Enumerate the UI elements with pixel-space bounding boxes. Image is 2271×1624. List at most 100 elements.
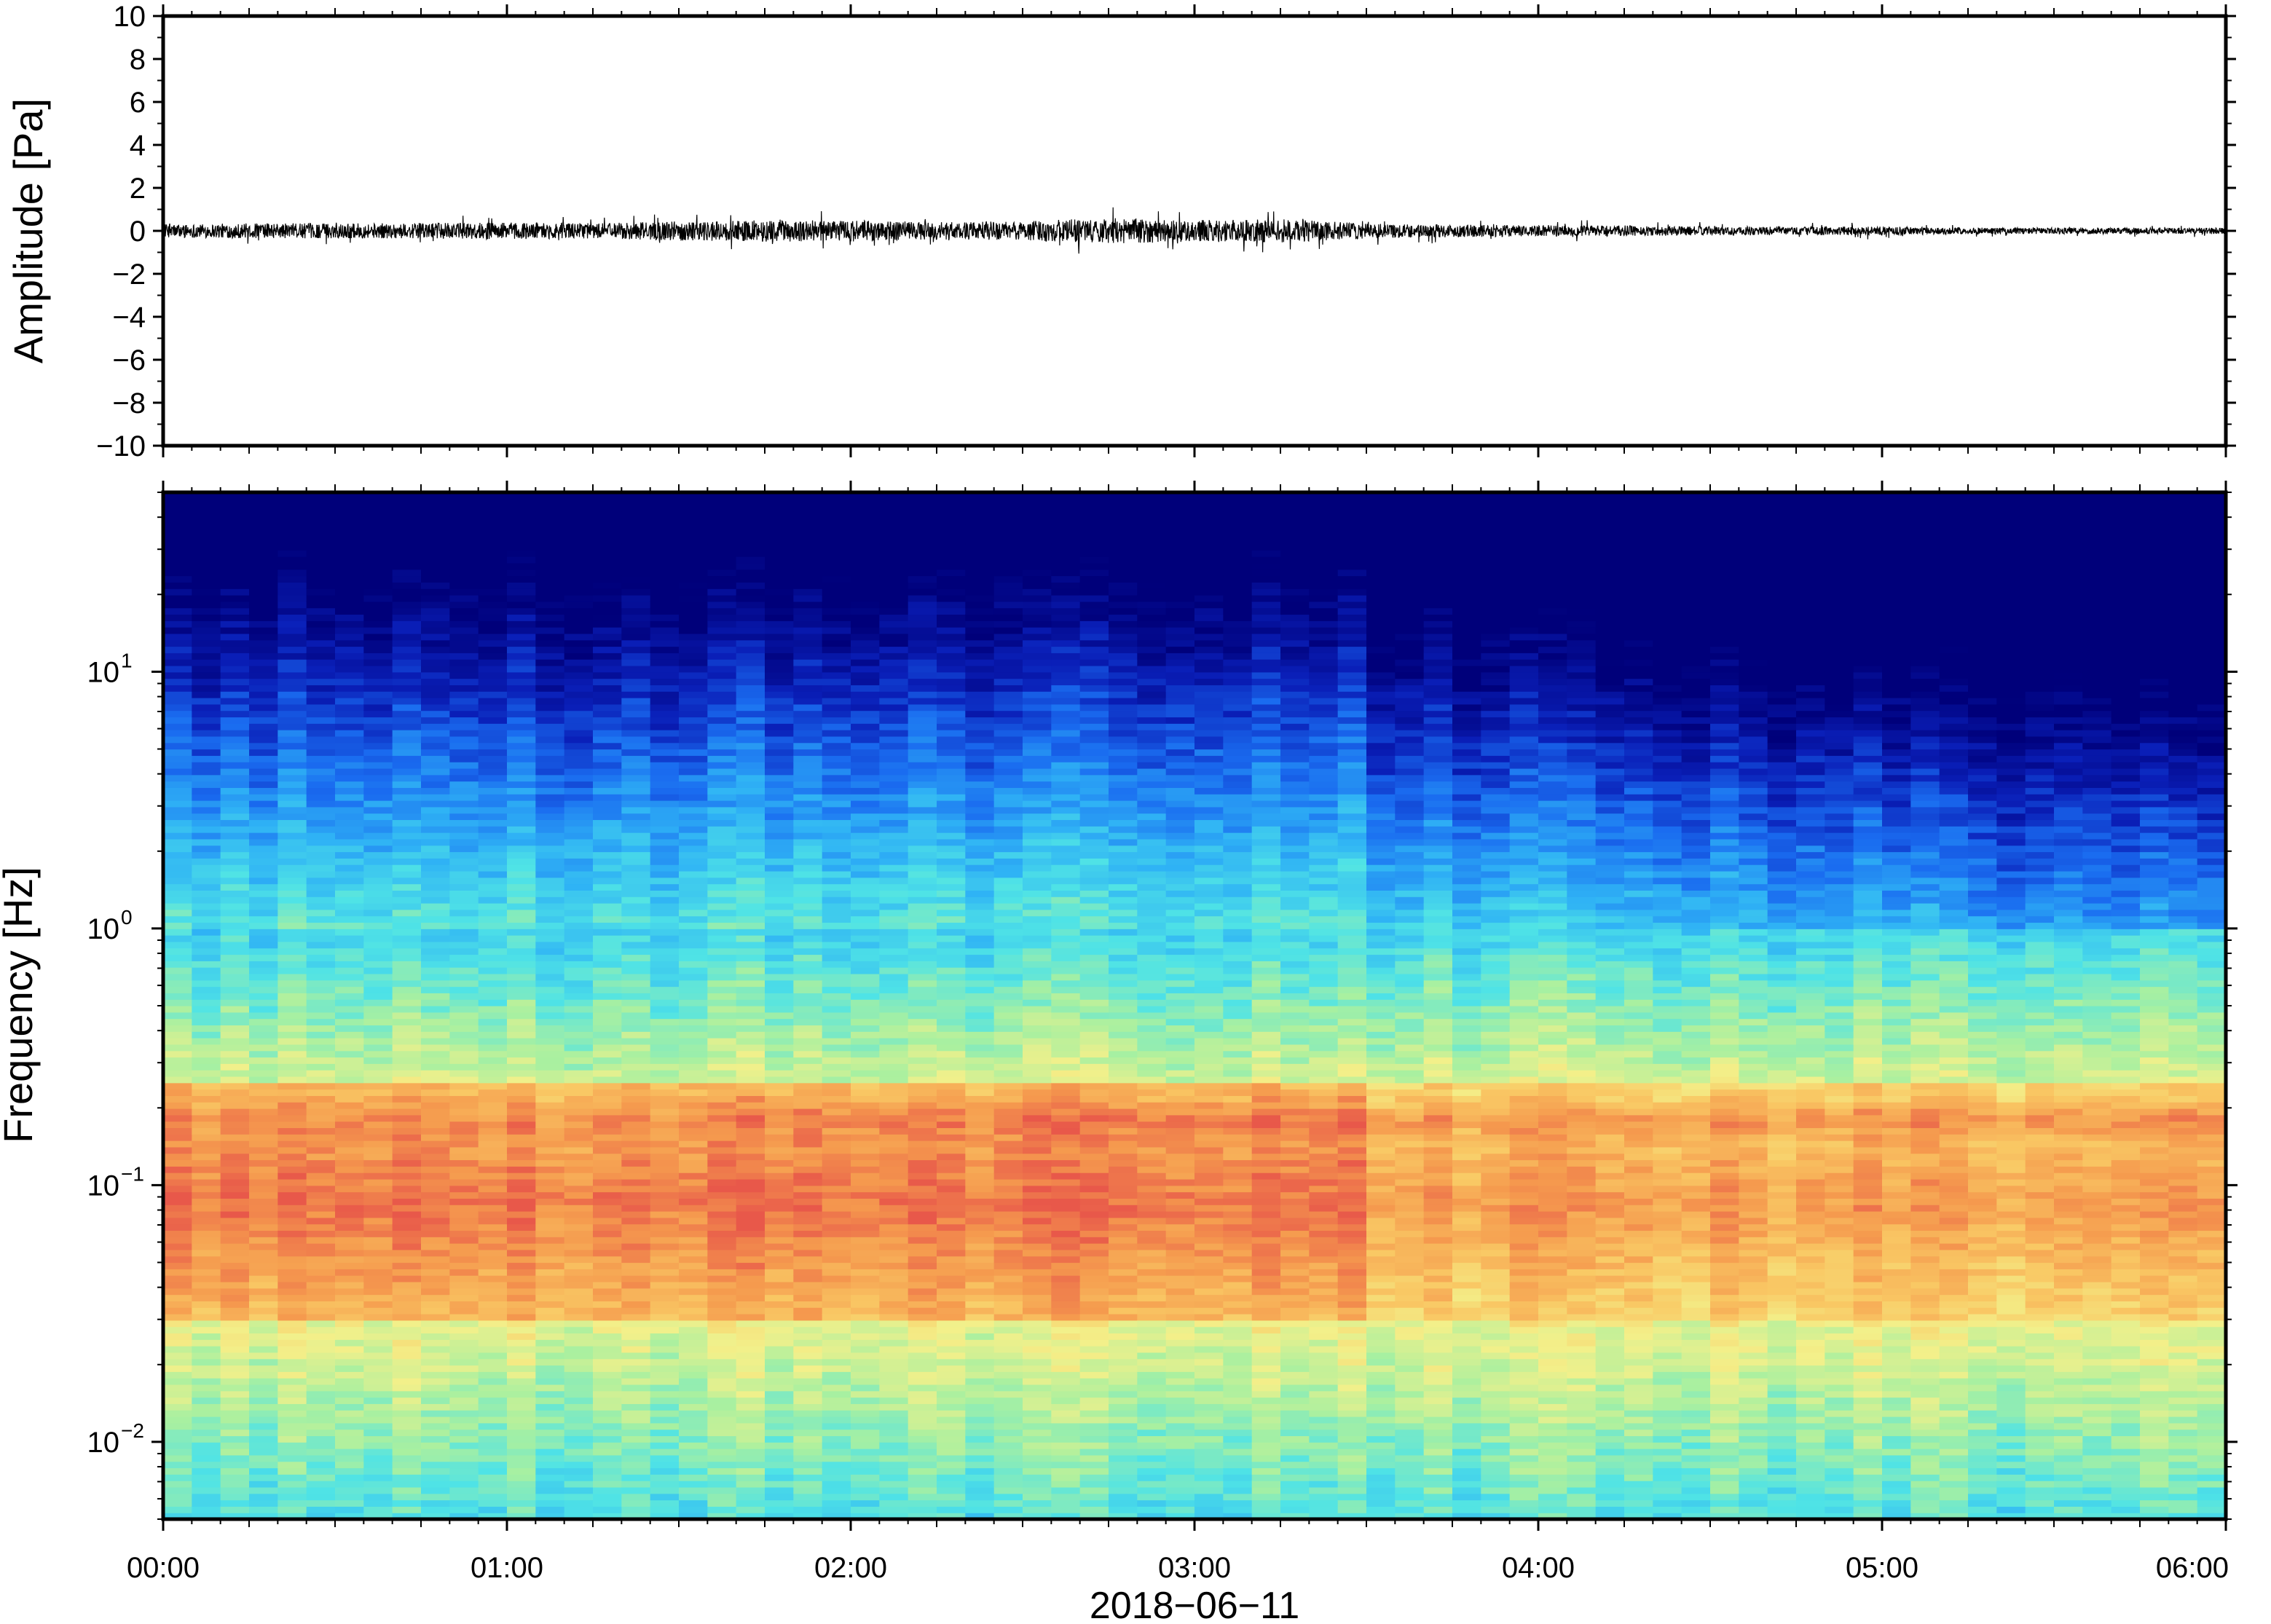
spectrogram-cell <box>392 864 422 872</box>
spectrogram-cell <box>908 1403 937 1411</box>
spectrogram-cell <box>707 1397 737 1404</box>
spectrogram-cell <box>535 607 565 615</box>
spectrogram-cell <box>192 691 221 698</box>
spectrogram-cell <box>278 607 307 615</box>
spectrogram-cell <box>421 1217 450 1225</box>
spectrogram-cell <box>535 832 565 840</box>
spectrogram-cell <box>163 1422 192 1430</box>
spectrogram-cell <box>421 575 450 583</box>
spectrogram-cell <box>507 703 536 712</box>
spectrogram-cell <box>478 787 508 795</box>
spectrogram-cell <box>449 1166 479 1173</box>
spectrogram-cell <box>449 1121 479 1129</box>
spectrogram-cell <box>363 530 393 538</box>
spectrogram-cell <box>421 1082 450 1090</box>
spectrogram-cell <box>965 742 995 750</box>
spectrogram-cell <box>478 1339 508 1347</box>
spectrogram-cell <box>593 601 622 609</box>
spectrogram-cell <box>278 1320 307 1328</box>
spectrogram-cell <box>220 1102 250 1109</box>
spectrogram-cell <box>392 505 422 513</box>
spectrogram-cell <box>851 1281 880 1289</box>
spectrogram-cell <box>621 1217 651 1225</box>
spectrogram-cell <box>908 1442 937 1449</box>
spectrogram-cell <box>564 1403 594 1411</box>
spectrogram-cell <box>937 832 966 840</box>
spectrogram-cell <box>879 1031 909 1038</box>
spectrogram-cell <box>192 1146 221 1154</box>
spectrogram-cell <box>249 543 278 551</box>
spectrogram-cell <box>679 1146 708 1154</box>
spectrogram-cell <box>851 1454 880 1462</box>
spectrogram-cell <box>736 524 765 532</box>
spectrogram-cell <box>278 922 307 929</box>
spectrogram-cell <box>478 1275 508 1282</box>
spectrogram-cell <box>679 556 708 564</box>
spectrogram-cell <box>793 653 823 660</box>
spectrogram-cell <box>478 1474 508 1481</box>
spectrogram-cell <box>163 1288 192 1296</box>
spectrogram-cell <box>306 614 336 621</box>
spectrogram-cell <box>363 1018 393 1026</box>
spectrogram-cell <box>908 1326 937 1334</box>
spectrogram-cell <box>507 1275 536 1282</box>
spectrogram-cell <box>650 1172 680 1180</box>
spectrogram-cell <box>593 518 622 525</box>
spectrogram-cell <box>822 993 851 1000</box>
spectrogram-cell <box>650 1352 680 1360</box>
spectrogram-cell <box>965 1006 995 1013</box>
spectrogram-cell <box>679 838 708 846</box>
spectrogram-cell <box>679 1416 708 1424</box>
spectrogram-cell <box>765 967 794 974</box>
spectrogram-cell <box>707 870 737 878</box>
spectrogram-cell <box>908 755 937 762</box>
spectrogram-cell <box>392 492 422 500</box>
spectrogram-cell <box>908 1474 937 1481</box>
spectrogram-cell <box>363 1358 393 1366</box>
spectrogram-cell <box>621 851 651 859</box>
spectrogram-cell <box>163 845 192 853</box>
spectrogram-cell <box>249 915 278 923</box>
spectrogram-cell <box>621 1211 651 1218</box>
spectrogram-cell <box>249 935 278 942</box>
spectrogram-cell <box>163 1269 192 1276</box>
spectrogram-cell <box>937 569 966 577</box>
spectrogram-cell <box>851 1506 880 1513</box>
spectrogram-cell <box>449 736 479 744</box>
spectrogram-cell <box>879 1378 909 1385</box>
spectrogram-cell <box>363 915 393 923</box>
spectrogram-cell <box>478 800 508 808</box>
spectrogram-cell <box>793 1397 823 1404</box>
spectrogram-cell <box>879 1288 909 1296</box>
spectrogram-cell <box>593 1044 622 1052</box>
spectrogram-cell <box>564 1435 594 1443</box>
spectrogram-cell <box>908 954 937 961</box>
spectrogram-cell <box>249 1217 278 1225</box>
spectrogram-cell <box>650 1127 680 1135</box>
spectrogram-cell <box>593 511 622 519</box>
spectrogram-cell <box>621 659 651 666</box>
spectrogram-cell <box>278 1365 307 1372</box>
spectrogram-cell <box>851 492 880 500</box>
spectrogram-cell <box>650 1256 680 1264</box>
spectrogram-cell <box>192 806 221 814</box>
spectrogram-cell <box>507 492 536 500</box>
spectrogram-cell <box>736 703 765 712</box>
spectrogram-cell <box>993 762 1023 769</box>
spectrogram-cell <box>993 1108 1023 1116</box>
spectrogram-cell <box>707 691 737 698</box>
spectrogram-cell <box>822 1410 851 1417</box>
spectrogram-cell <box>564 929 594 936</box>
spectrogram-cell <box>306 1320 336 1328</box>
spectrogram-cell <box>421 864 450 872</box>
spectrogram-cell <box>851 903 880 910</box>
spectrogram-cell <box>163 929 192 936</box>
spectrogram-cell <box>621 710 651 718</box>
spectrogram-cell <box>306 1371 336 1379</box>
spectrogram-cell <box>392 1301 422 1308</box>
spectrogram-cell <box>306 1050 336 1058</box>
spectrogram-cell <box>449 1256 479 1264</box>
spectrogram-cell <box>937 1108 966 1116</box>
spectrogram-cell <box>621 1384 651 1392</box>
spectrogram-cell <box>650 614 680 621</box>
